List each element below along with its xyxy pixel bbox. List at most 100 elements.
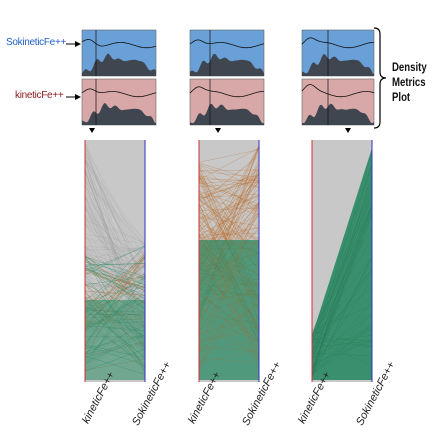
line-trace bbox=[84, 281, 146, 303]
line-trace bbox=[198, 175, 260, 209]
line-trace bbox=[198, 316, 260, 360]
line-trace bbox=[311, 186, 373, 336]
density-top-row bbox=[189, 29, 265, 77]
brace bbox=[373, 27, 387, 129]
line-trace bbox=[311, 330, 373, 347]
line-trace bbox=[198, 221, 260, 259]
line-trace bbox=[84, 172, 146, 267]
line-trace bbox=[198, 298, 260, 363]
line-trace bbox=[84, 246, 146, 250]
line-trace bbox=[311, 191, 373, 344]
line-trace bbox=[311, 256, 373, 378]
line-trace bbox=[311, 164, 373, 336]
line-trace bbox=[198, 253, 260, 273]
line-trace bbox=[84, 141, 146, 284]
line-trace bbox=[198, 182, 260, 243]
line-trace bbox=[84, 206, 146, 311]
density-top-fill bbox=[190, 53, 264, 76]
line-trace bbox=[198, 257, 260, 301]
panel-pointer-2 bbox=[215, 128, 221, 133]
line-trace bbox=[311, 205, 373, 370]
line-trace bbox=[311, 326, 373, 359]
line-trace bbox=[311, 278, 373, 369]
line-trace bbox=[311, 340, 373, 348]
density-bottom-row bbox=[301, 78, 375, 126]
line-trace bbox=[311, 287, 373, 338]
line-trace bbox=[311, 238, 373, 337]
line-trace bbox=[311, 205, 373, 337]
density-top-fill bbox=[302, 54, 374, 76]
line-trace bbox=[198, 182, 260, 205]
density-bottom-fill bbox=[190, 103, 264, 125]
line-trace bbox=[198, 262, 260, 367]
line-trace bbox=[311, 210, 373, 355]
top-row-label: SokineticFe++ bbox=[6, 37, 67, 48]
line-trace bbox=[311, 201, 373, 362]
line-trace bbox=[84, 282, 146, 297]
line-trace bbox=[198, 303, 260, 353]
line-trace bbox=[198, 202, 260, 273]
line-trace bbox=[84, 265, 146, 285]
density-top-row bbox=[81, 29, 157, 77]
parallel-panel-3 bbox=[311, 140, 373, 382]
line-trace bbox=[198, 235, 260, 357]
brace-title-line1: Density bbox=[392, 60, 427, 74]
density-bottom-fill bbox=[302, 103, 374, 125]
line-trace bbox=[311, 301, 373, 368]
line-trace bbox=[311, 163, 373, 346]
line-trace bbox=[198, 179, 260, 208]
line-trace bbox=[198, 339, 260, 352]
annotations bbox=[66, 27, 387, 129]
line-trace bbox=[311, 334, 373, 374]
line-trace bbox=[198, 277, 260, 334]
parallel-lines bbox=[198, 145, 260, 380]
line-trace bbox=[198, 245, 260, 332]
line-trace bbox=[198, 305, 260, 360]
line-trace bbox=[198, 169, 260, 171]
parallel-panel-2 bbox=[198, 140, 260, 382]
line-trace bbox=[198, 167, 260, 228]
line-band bbox=[312, 148, 372, 380]
line-trace bbox=[84, 246, 146, 272]
density-top-curve bbox=[301, 37, 374, 49]
line-trace bbox=[311, 338, 373, 348]
line-trace bbox=[198, 194, 260, 198]
line-trace bbox=[198, 256, 260, 329]
line-trace bbox=[84, 237, 146, 267]
line-trace bbox=[198, 214, 260, 275]
line-trace bbox=[198, 203, 260, 236]
line-trace bbox=[311, 184, 373, 376]
line-trace bbox=[198, 176, 260, 207]
line-trace bbox=[311, 337, 373, 341]
density-panel-1 bbox=[81, 29, 157, 133]
line-trace bbox=[84, 184, 146, 319]
bottom-row-label: kineticFe++ bbox=[15, 90, 64, 101]
brace-title-line2: Metrics bbox=[392, 75, 426, 89]
line-trace bbox=[311, 270, 373, 338]
line-trace bbox=[198, 232, 260, 236]
line-trace bbox=[311, 268, 373, 356]
line-trace bbox=[198, 255, 260, 355]
line-trace bbox=[198, 175, 260, 188]
line-trace bbox=[198, 278, 260, 354]
line-trace bbox=[198, 199, 260, 242]
line-trace bbox=[198, 189, 260, 244]
line-trace bbox=[198, 163, 260, 214]
brace-title-line3: Plot bbox=[392, 90, 411, 104]
parallel-lines bbox=[84, 141, 146, 380]
line-trace bbox=[84, 265, 146, 304]
line-trace bbox=[311, 195, 373, 374]
line-trace bbox=[198, 244, 260, 333]
line-trace bbox=[311, 305, 373, 331]
parallel-lines bbox=[311, 148, 373, 380]
line-trace bbox=[84, 145, 146, 259]
density-bottom-curve bbox=[189, 86, 264, 98]
line-trace bbox=[84, 250, 146, 292]
line-trace bbox=[198, 205, 260, 348]
line-trace bbox=[198, 203, 260, 325]
line-trace bbox=[198, 212, 260, 319]
line-trace bbox=[311, 339, 373, 366]
line-trace bbox=[198, 224, 260, 360]
line-trace bbox=[311, 313, 373, 373]
line-trace bbox=[84, 160, 146, 260]
